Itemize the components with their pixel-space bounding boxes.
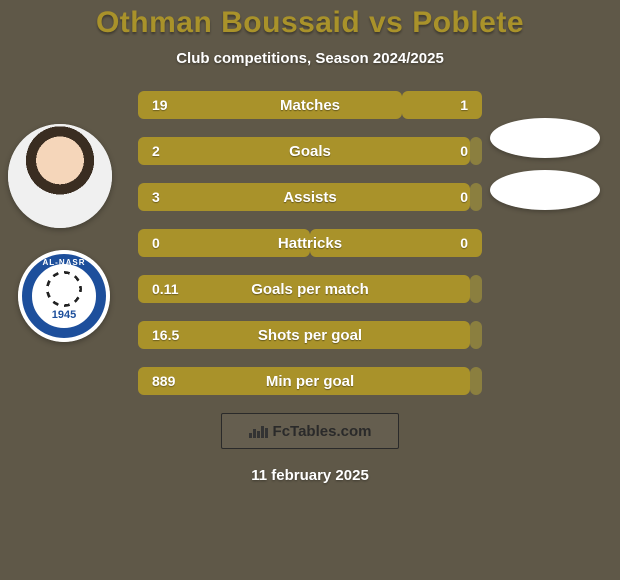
comparison-card: Othman Boussaid vs Poblete Club competit… — [0, 0, 620, 580]
brand-text: FcTables.com — [273, 423, 372, 440]
club-year: 1945 — [52, 309, 76, 321]
stat-value-left: 2 — [138, 137, 160, 165]
stat-row: 20Goals — [138, 137, 482, 167]
page-title: Othman Boussaid vs Poblete — [0, 6, 620, 40]
stat-value-right: 0 — [460, 137, 482, 165]
stat-bar-left — [138, 275, 470, 303]
stat-row: 30Assists — [138, 183, 482, 213]
stat-rows: 191Matches20Goals30Assists00Hattricks0.1… — [0, 91, 620, 397]
stat-value-left: 0 — [138, 229, 160, 257]
stat-value-right — [468, 321, 482, 349]
stat-value-right: 1 — [460, 91, 482, 119]
stat-bar-left — [138, 321, 470, 349]
stat-bar-left — [138, 367, 470, 395]
stat-value-left: 889 — [138, 367, 175, 395]
stat-value-right — [468, 275, 482, 303]
stat-value-right: 0 — [460, 229, 482, 257]
stat-row: 889Min per goal — [138, 367, 482, 397]
stat-row: 0.11Goals per match — [138, 275, 482, 305]
stat-row: 16.5Shots per goal — [138, 321, 482, 351]
snapshot-date: 11 february 2025 — [0, 467, 620, 484]
soccer-ball-icon — [46, 271, 82, 307]
stat-bar-right — [310, 229, 482, 257]
bars-icon — [249, 424, 267, 438]
stat-row: 191Matches — [138, 91, 482, 121]
stat-row: 00Hattricks — [138, 229, 482, 259]
stat-value-left: 19 — [138, 91, 168, 119]
brand-badge[interactable]: FcTables.com — [221, 413, 399, 449]
stat-value-right: 0 — [460, 183, 482, 211]
stat-value-left: 0.11 — [138, 275, 178, 303]
stat-value-left: 3 — [138, 183, 160, 211]
stat-bar-left — [138, 183, 470, 211]
subtitle: Club competitions, Season 2024/2025 — [0, 50, 620, 67]
stat-bar-left — [138, 229, 310, 257]
stat-value-left: 16.5 — [138, 321, 179, 349]
stat-value-right — [468, 367, 482, 395]
stat-bar-left — [138, 91, 402, 119]
stat-bar-left — [138, 137, 470, 165]
